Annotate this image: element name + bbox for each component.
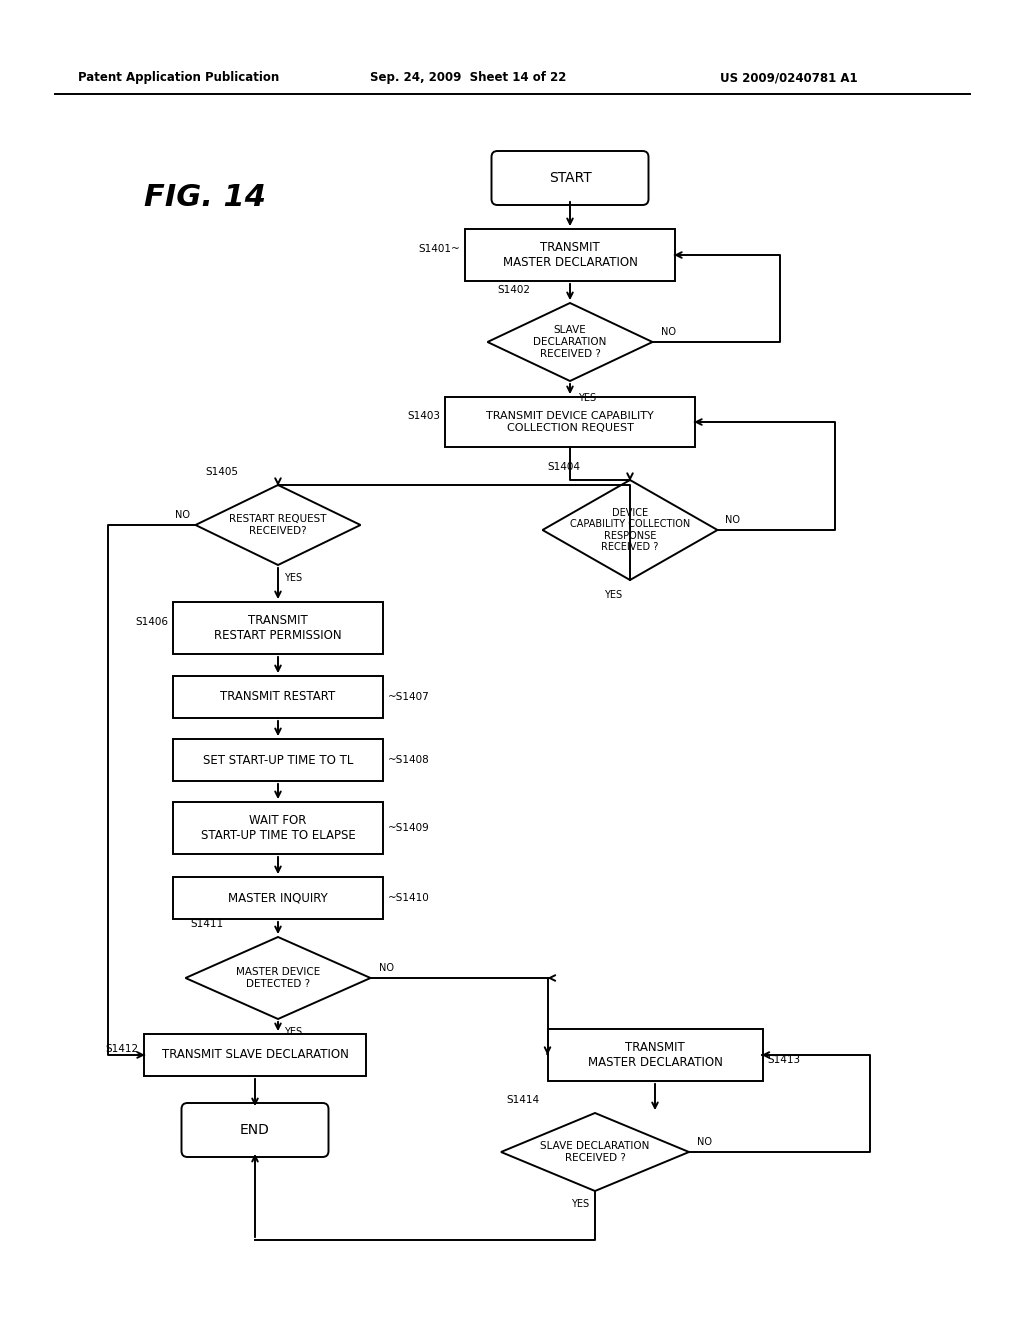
Text: MASTER DEVICE
DETECTED ?: MASTER DEVICE DETECTED ? bbox=[236, 968, 321, 989]
Polygon shape bbox=[501, 1113, 689, 1191]
Text: S1405: S1405 bbox=[206, 467, 239, 477]
Text: WAIT FOR
START-UP TIME TO ELAPSE: WAIT FOR START-UP TIME TO ELAPSE bbox=[201, 814, 355, 842]
Text: YES: YES bbox=[570, 1199, 589, 1209]
Text: NO: NO bbox=[379, 964, 393, 973]
Text: S1414: S1414 bbox=[506, 1096, 539, 1105]
Text: ~S1407: ~S1407 bbox=[388, 692, 430, 702]
Text: TRANSMIT DEVICE CAPABILITY
COLLECTION REQUEST: TRANSMIT DEVICE CAPABILITY COLLECTION RE… bbox=[486, 412, 654, 433]
Text: YES: YES bbox=[284, 573, 302, 583]
Text: S1404: S1404 bbox=[548, 462, 581, 473]
Text: S1412: S1412 bbox=[105, 1044, 139, 1053]
Text: S1406: S1406 bbox=[135, 616, 168, 627]
Text: S1403: S1403 bbox=[407, 411, 440, 421]
Text: TRANSMIT
MASTER DECLARATION: TRANSMIT MASTER DECLARATION bbox=[503, 242, 637, 269]
Text: FIG. 14: FIG. 14 bbox=[144, 183, 266, 213]
Bar bbox=[173, 803, 383, 854]
Text: TRANSMIT SLAVE DECLARATION: TRANSMIT SLAVE DECLARATION bbox=[162, 1048, 348, 1061]
Bar bbox=[465, 228, 675, 281]
Bar bbox=[144, 1034, 366, 1076]
Text: US 2009/0240781 A1: US 2009/0240781 A1 bbox=[720, 71, 858, 84]
Text: YES: YES bbox=[578, 393, 596, 403]
Bar bbox=[173, 602, 383, 653]
Text: SLAVE
DECLARATION
RECEIVED ?: SLAVE DECLARATION RECEIVED ? bbox=[534, 326, 606, 359]
Text: YES: YES bbox=[604, 590, 622, 601]
Text: SLAVE DECLARATION
RECEIVED ?: SLAVE DECLARATION RECEIVED ? bbox=[541, 1142, 649, 1163]
Text: ~S1409: ~S1409 bbox=[388, 822, 430, 833]
Text: S1401~: S1401~ bbox=[418, 244, 460, 253]
Text: NO: NO bbox=[660, 327, 676, 337]
Text: S1413: S1413 bbox=[768, 1055, 801, 1065]
FancyBboxPatch shape bbox=[181, 1104, 329, 1158]
FancyBboxPatch shape bbox=[492, 150, 648, 205]
Bar bbox=[173, 739, 383, 781]
Text: NO: NO bbox=[175, 510, 190, 520]
Bar bbox=[173, 676, 383, 718]
Text: NO: NO bbox=[725, 515, 740, 525]
Text: TRANSMIT RESTART: TRANSMIT RESTART bbox=[220, 690, 336, 704]
Text: Sep. 24, 2009  Sheet 14 of 22: Sep. 24, 2009 Sheet 14 of 22 bbox=[370, 71, 566, 84]
Text: START: START bbox=[549, 172, 592, 185]
Bar bbox=[445, 397, 695, 447]
Polygon shape bbox=[185, 937, 371, 1019]
Text: MASTER INQUIRY: MASTER INQUIRY bbox=[228, 891, 328, 904]
Text: END: END bbox=[240, 1123, 270, 1137]
Text: DEVICE
CAPABILITY COLLECTION
RESPONSE
RECEIVED ?: DEVICE CAPABILITY COLLECTION RESPONSE RE… bbox=[570, 508, 690, 552]
Polygon shape bbox=[196, 484, 360, 565]
Text: Patent Application Publication: Patent Application Publication bbox=[78, 71, 280, 84]
Text: SET START-UP TIME TO TL: SET START-UP TIME TO TL bbox=[203, 754, 353, 767]
Bar bbox=[548, 1030, 763, 1081]
Text: RESTART REQUEST
RECEIVED?: RESTART REQUEST RECEIVED? bbox=[229, 515, 327, 536]
Text: YES: YES bbox=[284, 1027, 302, 1038]
Text: ~S1408: ~S1408 bbox=[388, 755, 430, 766]
Text: TRANSMIT
MASTER DECLARATION: TRANSMIT MASTER DECLARATION bbox=[588, 1041, 723, 1069]
Polygon shape bbox=[543, 480, 718, 579]
Text: NO: NO bbox=[697, 1137, 712, 1147]
Text: S1411: S1411 bbox=[190, 919, 223, 929]
Bar bbox=[173, 876, 383, 919]
Text: S1402: S1402 bbox=[498, 285, 530, 294]
Text: ~S1410: ~S1410 bbox=[388, 894, 430, 903]
Polygon shape bbox=[487, 304, 652, 381]
Text: TRANSMIT
RESTART PERMISSION: TRANSMIT RESTART PERMISSION bbox=[214, 614, 342, 642]
